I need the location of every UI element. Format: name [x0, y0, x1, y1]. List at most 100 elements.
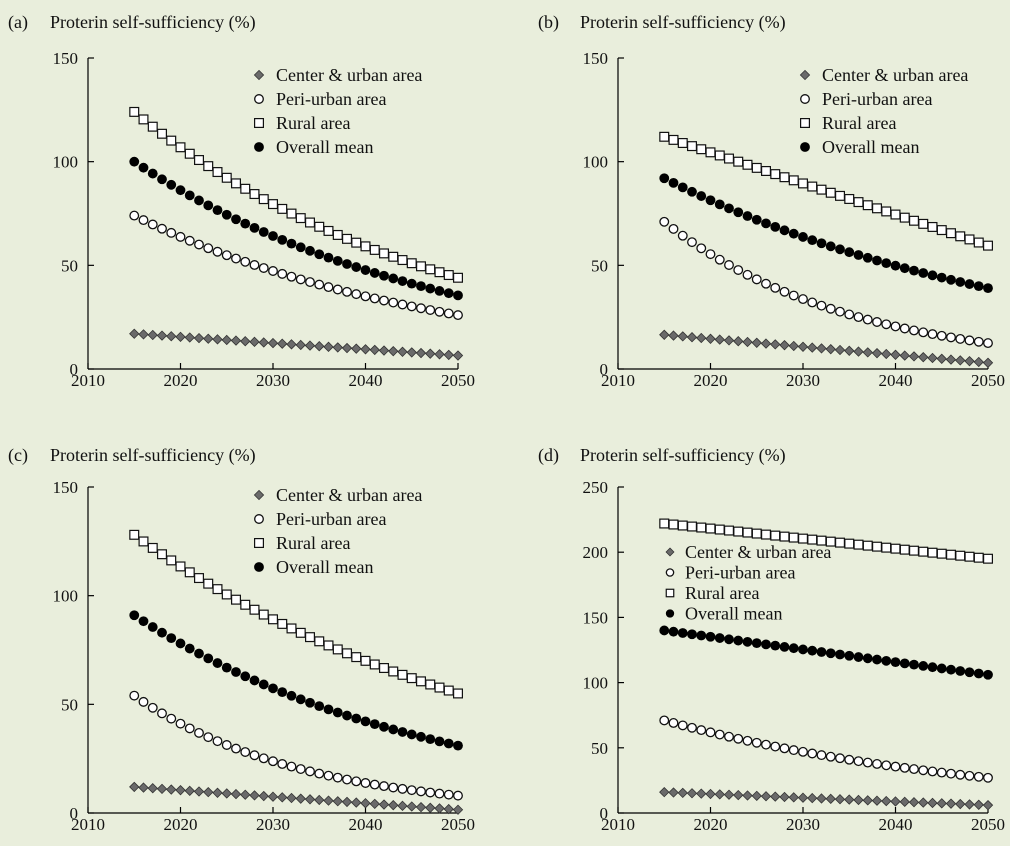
data-point — [945, 354, 957, 365]
data-point — [129, 529, 140, 540]
data-point — [166, 179, 177, 190]
data-point — [751, 214, 762, 225]
data-point — [360, 798, 371, 809]
x-tick-label: 2040 — [349, 371, 383, 390]
data-point — [807, 297, 818, 308]
data-point — [230, 788, 242, 800]
data-point — [184, 785, 195, 796]
data-point — [203, 243, 214, 254]
data-point — [881, 319, 892, 330]
data-point — [798, 232, 808, 242]
data-point — [425, 283, 436, 294]
data-point — [973, 237, 984, 248]
legend-marker — [253, 489, 265, 501]
data-point — [332, 796, 343, 807]
data-point — [982, 800, 994, 811]
legend-marker — [253, 69, 265, 81]
data-point — [295, 213, 306, 224]
data-point — [175, 561, 186, 572]
data-point — [964, 799, 975, 810]
x-tick-label: 2050 — [441, 371, 475, 390]
data-point — [138, 329, 149, 340]
data-point — [332, 284, 343, 295]
data-point — [677, 720, 688, 731]
y-tick-label: 100 — [53, 153, 79, 172]
x-tick-label: 2010 — [71, 815, 105, 834]
data-point — [909, 659, 919, 670]
y-tick-label: 150 — [583, 608, 609, 627]
data-point — [305, 245, 315, 256]
series-2 — [659, 518, 993, 564]
data-point — [342, 648, 353, 659]
data-point — [751, 737, 762, 748]
data-point — [295, 694, 306, 705]
data-point — [314, 341, 325, 352]
data-point — [323, 770, 334, 781]
data-point — [295, 627, 306, 638]
data-point — [194, 195, 204, 206]
data-point — [964, 234, 975, 245]
data-point — [816, 343, 827, 354]
data-point — [825, 187, 836, 198]
data-point — [964, 335, 975, 346]
data-point — [742, 159, 753, 170]
data-point — [416, 261, 427, 272]
data-point — [862, 540, 873, 551]
data-point — [927, 662, 938, 673]
data-point — [416, 303, 426, 314]
data-point — [742, 636, 753, 647]
data-point — [286, 208, 297, 219]
data-point — [184, 190, 195, 201]
data-point — [453, 272, 464, 283]
data-point — [890, 209, 901, 220]
y-tick-label: 150 — [583, 49, 609, 68]
data-point — [779, 172, 790, 183]
data-point — [872, 759, 882, 769]
data-point — [908, 545, 919, 556]
data-point — [240, 747, 251, 757]
data-point — [742, 336, 753, 348]
data-point — [323, 225, 334, 236]
data-point — [369, 293, 380, 304]
data-point — [853, 312, 864, 323]
data-point — [129, 781, 140, 793]
data-point — [816, 184, 827, 195]
chart-title: Proterin self-sufficiency (%) — [580, 445, 786, 466]
data-point — [714, 334, 725, 345]
data-point — [268, 614, 279, 625]
legend-marker — [665, 588, 675, 598]
series-3 — [659, 173, 993, 294]
data-point — [221, 788, 232, 799]
data-point — [212, 787, 223, 798]
x-tick-label: 2020 — [164, 371, 198, 390]
data-point — [779, 225, 790, 236]
data-point — [203, 653, 214, 664]
data-point — [425, 264, 436, 275]
data-point — [927, 270, 938, 281]
data-point — [295, 793, 306, 804]
data-point — [668, 787, 679, 798]
data-point — [304, 340, 316, 351]
data-point — [184, 332, 195, 343]
data-point — [258, 337, 269, 348]
data-point — [184, 643, 195, 654]
data-point — [175, 718, 186, 729]
data-point — [175, 185, 186, 196]
data-point — [360, 291, 371, 302]
data-point — [844, 193, 855, 204]
data-point — [406, 729, 417, 740]
data-point — [955, 666, 966, 676]
data-point — [797, 792, 809, 803]
data-point — [742, 790, 753, 801]
data-point — [277, 203, 288, 214]
data-point — [687, 237, 697, 248]
y-tick-label: 0 — [70, 804, 79, 823]
data-point — [871, 348, 883, 359]
data-point — [277, 234, 288, 245]
data-point — [240, 336, 251, 347]
data-point — [240, 256, 251, 267]
data-point — [705, 147, 716, 158]
data-point — [434, 803, 445, 814]
x-tick-label: 2030 — [786, 815, 820, 834]
y-tick-label: 100 — [53, 587, 79, 606]
